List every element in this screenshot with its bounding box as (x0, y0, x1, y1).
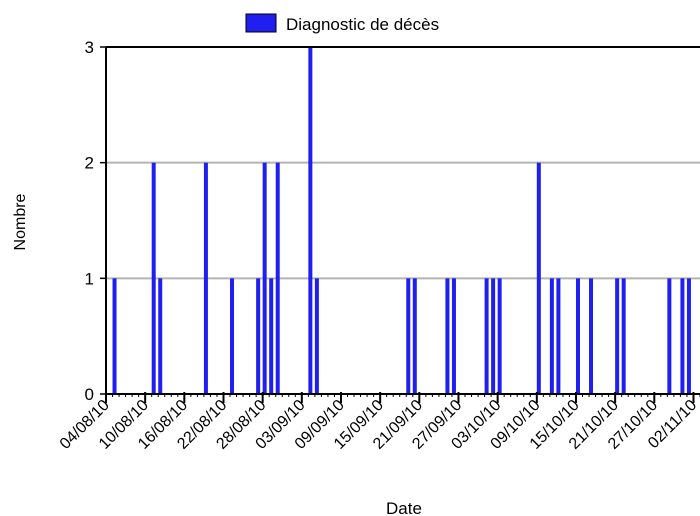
y-axis-label: Nombre (12, 193, 29, 250)
y-tick-label: 0 (85, 385, 94, 404)
legend-label: Diagnostic de décès (286, 15, 439, 34)
bar (484, 278, 489, 394)
y-tick-label: 2 (85, 154, 94, 173)
gridlines (106, 161, 700, 280)
bar (112, 278, 117, 394)
bar-series (112, 47, 691, 394)
bar (406, 278, 411, 394)
bar (497, 278, 502, 394)
bar (256, 278, 261, 394)
bar (549, 278, 554, 394)
bar (621, 278, 626, 394)
bar (536, 162, 541, 394)
bar (680, 278, 685, 394)
bar (686, 278, 691, 394)
bar (308, 47, 313, 394)
bar (203, 162, 208, 394)
bar (158, 278, 163, 394)
bar (615, 278, 620, 394)
bar (230, 278, 235, 394)
bar (491, 278, 496, 394)
x-axis-ticks: 04/08/1010/08/1016/08/1022/08/1028/08/10… (57, 392, 700, 453)
y-tick-label: 1 (85, 269, 94, 288)
y-axis-ticks: 0 1 2 3 (85, 38, 106, 404)
legend: Diagnostic de décès (245, 13, 439, 34)
bar (151, 162, 156, 394)
bar (667, 278, 672, 394)
bar (412, 278, 417, 394)
bar (556, 278, 561, 394)
x-axis-label: Date (386, 499, 422, 516)
bar (269, 278, 274, 394)
axes (105, 46, 700, 395)
bar (589, 278, 594, 394)
bar (575, 278, 580, 394)
bar (262, 162, 267, 394)
bar (445, 278, 450, 394)
bar (314, 278, 319, 394)
bar (451, 278, 456, 394)
y-tick-label: 3 (85, 38, 94, 57)
legend-swatch (245, 13, 277, 33)
bar (275, 162, 280, 394)
